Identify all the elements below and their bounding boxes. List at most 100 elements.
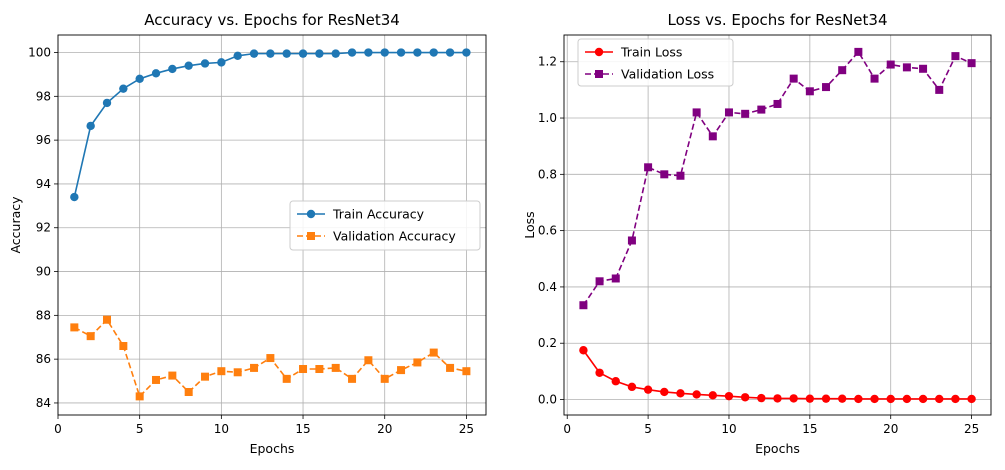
data-point bbox=[789, 394, 798, 403]
data-point bbox=[70, 192, 79, 202]
data-point bbox=[902, 394, 912, 404]
data-point bbox=[935, 394, 944, 404]
data-point bbox=[886, 60, 895, 69]
data-point bbox=[151, 69, 161, 78]
data-point bbox=[967, 59, 976, 68]
data-point bbox=[70, 323, 79, 332]
data-point bbox=[708, 132, 717, 141]
x-tick-label: 15 bbox=[295, 422, 310, 436]
data-point bbox=[86, 332, 95, 341]
x-tick-label: 20 bbox=[377, 422, 392, 436]
y-tick-label: 1.2 bbox=[538, 55, 557, 69]
legend-label-1: Train Accuracy bbox=[332, 207, 425, 222]
data-point bbox=[462, 367, 471, 376]
data-point bbox=[135, 392, 144, 401]
data-point bbox=[364, 356, 373, 365]
data-point bbox=[805, 87, 814, 96]
data-point bbox=[660, 387, 669, 397]
data-point bbox=[347, 48, 357, 57]
chart-title: Loss vs. Epochs for ResNet34 bbox=[667, 11, 887, 29]
y-tick-label: 84 bbox=[36, 396, 51, 410]
data-point bbox=[119, 84, 128, 93]
data-point bbox=[429, 348, 438, 357]
data-point bbox=[315, 365, 324, 374]
data-point bbox=[364, 48, 373, 57]
legend-box bbox=[289, 200, 481, 251]
data-point bbox=[168, 64, 177, 74]
data-point bbox=[595, 368, 604, 377]
x-tick-label: 20 bbox=[883, 422, 898, 436]
data-point bbox=[757, 105, 766, 114]
x-tick-label: 5 bbox=[136, 422, 144, 436]
data-point bbox=[217, 367, 226, 376]
y-tick-label: 98 bbox=[36, 89, 51, 103]
data-point bbox=[184, 388, 193, 397]
data-point bbox=[429, 48, 438, 57]
data-point bbox=[821, 394, 831, 403]
data-point bbox=[380, 48, 389, 57]
data-point bbox=[805, 394, 815, 403]
data-point bbox=[644, 163, 653, 172]
y-tick-label: 94 bbox=[36, 177, 51, 191]
data-point bbox=[724, 391, 734, 401]
legend: Train Accuracy Validation Accuracy bbox=[289, 200, 481, 251]
y-axis-label: Loss bbox=[522, 211, 537, 238]
data-point bbox=[233, 51, 242, 61]
data-point bbox=[380, 374, 389, 383]
chart-title: Accuracy vs. Epochs for ResNet34 bbox=[144, 11, 400, 29]
legend-label-2: Validation Accuracy bbox=[333, 229, 456, 244]
data-point bbox=[643, 385, 653, 394]
data-point bbox=[741, 109, 750, 118]
data-point bbox=[348, 374, 357, 383]
x-tick-label: 0 bbox=[54, 422, 62, 436]
y-tick-label: 96 bbox=[36, 133, 51, 147]
data-point bbox=[200, 59, 210, 68]
data-point bbox=[724, 108, 733, 117]
data-point bbox=[86, 121, 95, 131]
data-point bbox=[918, 394, 928, 404]
data-point bbox=[446, 363, 455, 372]
y-tick-label: 1.0 bbox=[538, 111, 557, 125]
data-point bbox=[102, 98, 112, 108]
chart-panel-2: 0 5 10 15 20 25 0.0 0.2 0.4 0.6 0.8 1.0 1.2 Loss vs. … bbox=[522, 11, 992, 456]
data-point bbox=[595, 277, 604, 286]
x-axis-label: Epochs bbox=[250, 441, 295, 456]
data-point bbox=[315, 49, 324, 58]
y-tick-label: 86 bbox=[36, 352, 51, 366]
data-point bbox=[854, 47, 863, 56]
plot-frame bbox=[57, 34, 487, 416]
x-tick-label: 25 bbox=[964, 422, 979, 436]
data-point bbox=[708, 391, 718, 400]
data-point bbox=[201, 372, 210, 381]
data-point bbox=[462, 48, 471, 57]
y-tick-label: 0.8 bbox=[538, 167, 557, 181]
data-point bbox=[611, 377, 620, 386]
data-point bbox=[331, 49, 340, 58]
y-tick-label: 0.6 bbox=[538, 224, 557, 238]
series-line-1 bbox=[73, 51, 467, 198]
data-point bbox=[838, 66, 847, 75]
data-point bbox=[886, 394, 895, 404]
y-tick-label: 90 bbox=[36, 265, 51, 279]
data-point bbox=[951, 394, 960, 404]
chart-panel-1: 0 5 10 15 20 25 84 86 88 90 92 94 96 98 100 Accuracy vs… bbox=[8, 11, 487, 456]
data-point bbox=[282, 49, 291, 58]
data-point bbox=[740, 393, 750, 402]
data-point bbox=[119, 342, 128, 351]
data-point bbox=[773, 394, 782, 403]
x-tick-label: 25 bbox=[459, 422, 474, 436]
legend-marker-2 bbox=[307, 232, 315, 240]
data-point bbox=[184, 61, 193, 70]
data-point bbox=[919, 64, 928, 73]
y-tick-label: 0.2 bbox=[538, 336, 557, 350]
data-point bbox=[611, 274, 620, 283]
data-point bbox=[692, 108, 701, 117]
data-point bbox=[579, 301, 588, 310]
data-point bbox=[789, 74, 798, 83]
data-point bbox=[266, 354, 275, 363]
plot-frame bbox=[563, 34, 992, 416]
data-point bbox=[579, 346, 588, 355]
data-point bbox=[822, 83, 831, 92]
